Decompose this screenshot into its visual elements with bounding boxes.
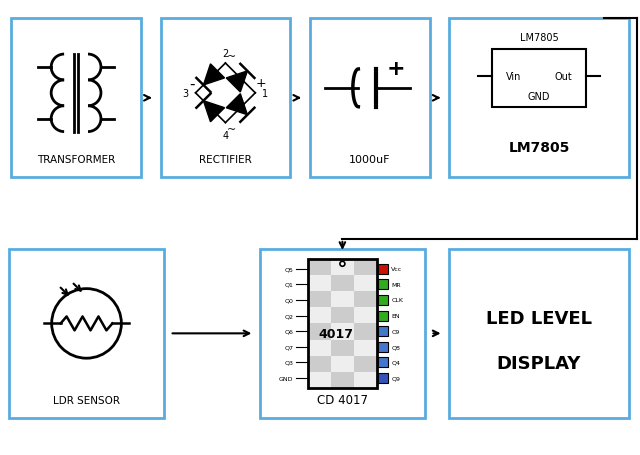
Bar [354,372,377,388]
Text: EN: EN [391,313,400,318]
Bar [308,372,331,388]
Bar [331,372,354,388]
Text: +: + [256,77,267,90]
Bar [308,324,331,340]
Text: +: + [387,59,405,79]
Bar [378,280,388,290]
Text: Q1: Q1 [285,282,294,287]
Bar [331,324,354,340]
Text: Q3: Q3 [285,360,294,365]
Text: LED LEVEL: LED LEVEL [486,310,592,328]
Bar [354,292,377,308]
Text: RECTIFIER: RECTIFIER [199,155,252,165]
Bar [378,327,388,336]
Text: Q6: Q6 [285,329,294,334]
Text: C9: C9 [391,329,399,334]
Text: MR: MR [391,282,401,287]
Bar [308,292,331,308]
Bar [354,275,377,292]
Bar [161,19,290,178]
Bar [354,324,377,340]
Text: Q4: Q4 [391,360,400,365]
Polygon shape [227,95,248,116]
Bar [308,275,331,292]
Bar [260,249,424,418]
Bar [331,275,354,292]
Bar [310,19,429,178]
Text: Q5: Q5 [285,267,294,272]
Text: 1: 1 [262,89,268,99]
Text: Q7: Q7 [285,344,294,349]
Bar [378,373,388,383]
Bar [331,308,354,324]
Text: LM7805: LM7805 [508,141,570,155]
Bar [449,249,628,418]
Bar [378,264,388,274]
Bar [331,292,354,308]
Text: GND: GND [528,91,550,101]
Text: TRANSFORMER: TRANSFORMER [37,155,115,165]
Text: ~: ~ [227,124,236,134]
Bar [10,249,164,418]
Text: ~: ~ [227,52,236,62]
Text: 4: 4 [222,130,228,140]
Text: Q9: Q9 [391,376,400,381]
Circle shape [340,262,345,267]
Text: -: - [189,76,195,91]
Text: LM7805: LM7805 [520,33,559,43]
Bar [354,259,377,275]
Text: Out: Out [555,72,572,82]
Bar [449,19,628,178]
Text: DISPLAY: DISPLAY [497,354,581,372]
Text: Vcc: Vcc [391,267,403,272]
Bar [378,342,388,352]
Bar [308,259,377,388]
Text: 4017: 4017 [319,327,354,340]
Bar [308,259,331,275]
Polygon shape [227,72,248,93]
Text: Q0: Q0 [285,298,294,303]
Text: 2: 2 [222,49,228,59]
Polygon shape [204,101,225,122]
Text: 3: 3 [182,89,189,99]
Bar [492,50,586,107]
Bar [378,311,388,321]
Text: CLK: CLK [391,298,403,303]
Bar [308,340,331,356]
Text: LDR SENSOR: LDR SENSOR [53,395,120,405]
Text: 1000uF: 1000uF [349,155,390,165]
Bar [354,340,377,356]
Polygon shape [204,65,225,86]
Bar [378,295,388,305]
Text: CD 4017: CD 4017 [317,394,368,407]
Text: Vin: Vin [506,72,521,82]
Text: Q2: Q2 [285,313,294,318]
Bar [12,19,141,178]
Bar [331,259,354,275]
Bar [354,308,377,324]
Bar [354,356,377,372]
Bar [331,340,354,356]
Bar [331,356,354,372]
Text: GND: GND [279,376,294,381]
Text: Q8: Q8 [391,344,400,349]
Bar [378,358,388,368]
Bar [308,356,331,372]
Bar [308,308,331,324]
